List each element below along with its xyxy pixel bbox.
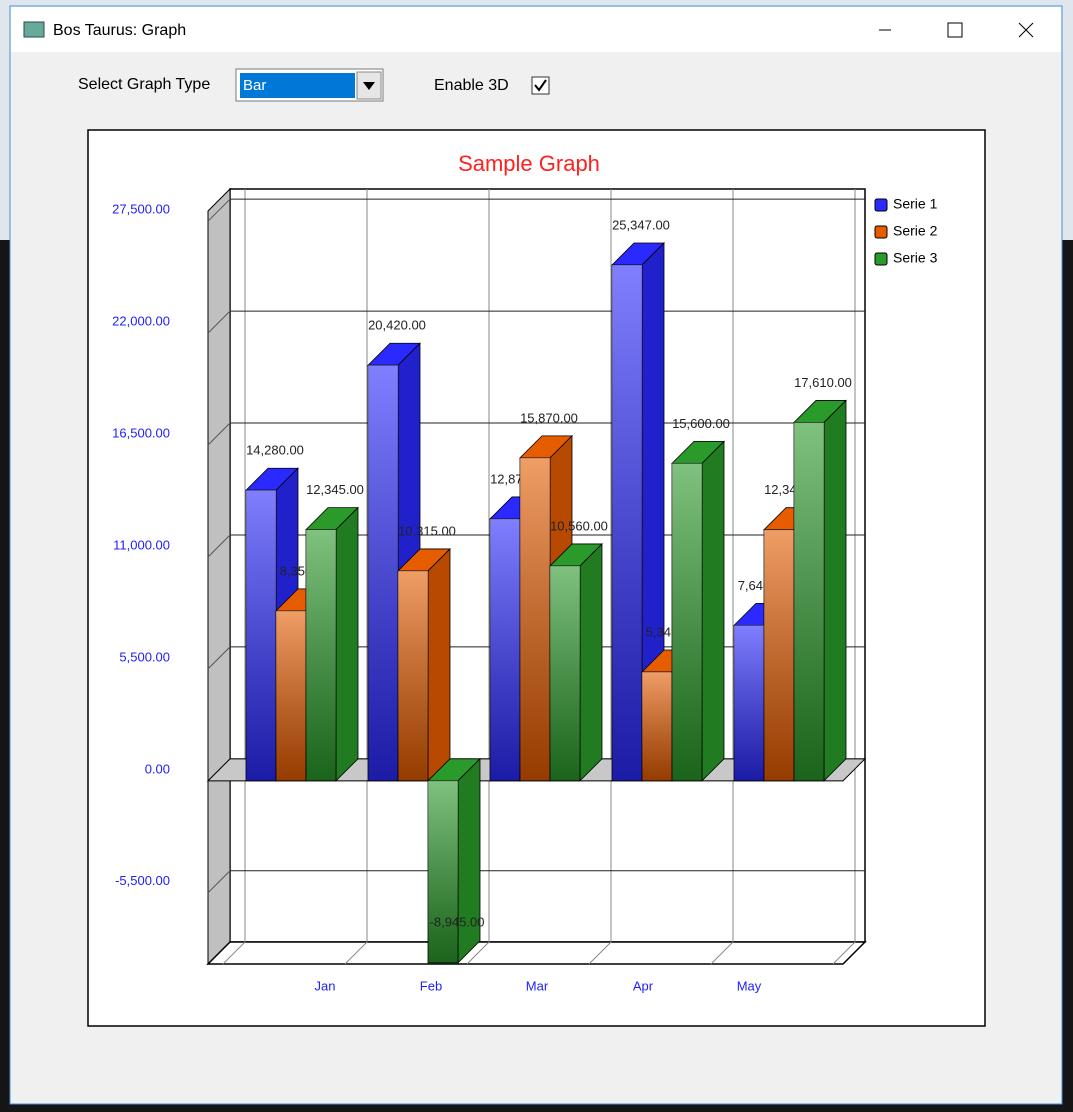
wall-tick (207, 198, 231, 222)
bar-shade (368, 365, 398, 781)
left-wall (207, 187, 231, 966)
y-tick-label: 22,000.00 (112, 314, 170, 329)
app-icon (23, 21, 45, 38)
bar-shade (490, 518, 520, 781)
bar-side-shade (428, 548, 450, 781)
chart-title: Sample Graph (458, 151, 600, 176)
bar-shade (642, 672, 672, 781)
legend-swatch (874, 252, 888, 266)
dropdown-selection (240, 73, 355, 98)
dropdown-arrow (363, 82, 375, 90)
floor-grid-line (466, 941, 490, 965)
window-title: Bos Taurus: Graph (53, 22, 186, 39)
y-tick-label: 5,500.00 (119, 649, 170, 664)
dropdown-value: Bar (243, 77, 266, 94)
y-tick-label: -5,500.00 (115, 873, 170, 888)
floor-grid-line (344, 941, 368, 965)
floor-grid-line (588, 941, 612, 965)
wall-tick (207, 646, 231, 670)
bar-side-shade (580, 543, 602, 781)
bar-shade (612, 264, 642, 781)
floor-grid-line (710, 941, 734, 965)
floor-grid-line (832, 941, 856, 965)
value-label: 12,345.00 (306, 482, 364, 497)
legend-label: Serie 1 (893, 196, 938, 212)
checkbox-check (534, 79, 547, 92)
enable-3d-label: Enable 3D (434, 77, 509, 94)
wall-tick (207, 310, 231, 334)
legend-swatch (874, 198, 888, 212)
legend-label: Serie 3 (893, 250, 938, 266)
x-tick-label: May (737, 978, 762, 993)
bar-side-shade (642, 242, 664, 781)
bar-shade (428, 780, 458, 963)
wall-tick (207, 534, 231, 558)
bar-shade (306, 529, 336, 781)
value-label: -8,945.00 (430, 914, 485, 929)
x-tick-label: Feb (420, 978, 442, 993)
value-label: 17,610.00 (794, 375, 852, 390)
bar-shade (794, 422, 824, 781)
bar-shade (734, 625, 764, 781)
graph-type-label: Select Graph Type (78, 76, 210, 93)
bar-side-shade (824, 400, 846, 781)
wall-tick (207, 870, 231, 894)
bar-side-shade (336, 507, 358, 781)
bar-shade (550, 565, 580, 781)
bar-shade (246, 490, 276, 781)
close-button[interactable] (1018, 22, 1034, 38)
value-label: 10,315.00 (398, 523, 456, 538)
y-tick-label: 27,500.00 (112, 202, 170, 217)
bar-shade (764, 529, 794, 781)
maximize-button[interactable] (947, 22, 963, 38)
x-tick-label: Jan (315, 978, 336, 993)
bar-shade (276, 610, 306, 781)
y-tick-label: 11,000.00 (113, 537, 170, 552)
value-label: 15,870.00 (520, 410, 578, 425)
value-label: 15,600.00 (672, 416, 730, 431)
bar-shade (398, 570, 428, 781)
value-label: 14,280.00 (246, 443, 304, 458)
legend-label: Serie 2 (893, 223, 938, 239)
y-tick-label: 16,500.00 (112, 425, 170, 440)
bottom-floor (206, 941, 867, 965)
x-tick-label: Apr (633, 978, 654, 993)
bar-shade (520, 457, 550, 781)
y-tick-label: 0.00 (145, 761, 170, 776)
bar-side-shade (702, 441, 724, 781)
bar-shade (672, 463, 702, 781)
legend-swatch (874, 225, 888, 239)
bar-side-shade (458, 758, 480, 963)
value-label: 25,347.00 (612, 217, 670, 232)
value-label: 10,560.00 (550, 518, 608, 533)
value-label: 20,420.00 (368, 318, 426, 333)
wall-tick (207, 422, 231, 446)
floor-grid-line (222, 941, 246, 965)
x-tick-label: Mar (526, 978, 549, 993)
